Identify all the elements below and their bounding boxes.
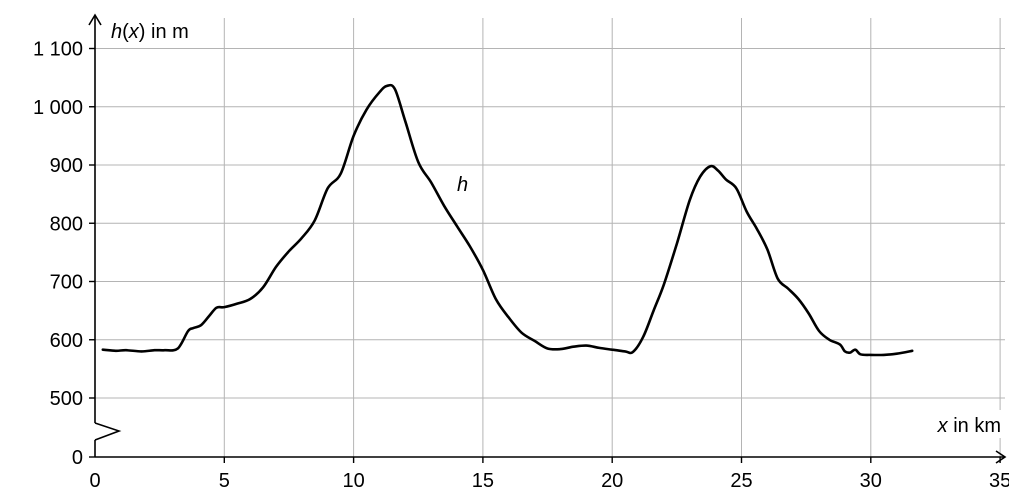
x-tick-label: 20 <box>601 470 623 492</box>
y-label-background <box>108 16 208 44</box>
x-tick-label: 5 <box>219 470 230 492</box>
labels: h h(x) in m x in km <box>108 16 1004 438</box>
y-tick-label: 0 <box>72 447 83 469</box>
ticks: 0 5 10 15 20 25 30 35 0 500 600 700 800 900 1 000 1 100 <box>33 39 1009 493</box>
y-axis-break <box>94 422 122 441</box>
y-axis-arrow <box>88 13 102 26</box>
y-tick-label: 1 100 <box>33 39 83 61</box>
x-tick-label: 0 <box>89 470 100 492</box>
data-series <box>101 83 914 357</box>
y-tick-label: 700 <box>50 272 83 294</box>
x-axis-arrow <box>995 450 1007 464</box>
x-tick-label: 10 <box>342 470 364 492</box>
y-tick-label: 600 <box>50 330 83 352</box>
x-axis-label: x in km <box>937 415 1001 437</box>
y-tick-label: 1 000 <box>33 97 83 119</box>
series-line-h <box>101 83 914 357</box>
x-tick-label: 25 <box>730 470 752 492</box>
series-label-h: h <box>457 174 468 196</box>
grid <box>95 18 1005 457</box>
y-axis-label: h(x) in m <box>111 21 189 43</box>
x-tick-label: 30 <box>860 470 882 492</box>
x-tick-label: 15 <box>472 470 494 492</box>
x-tick-label: 35 <box>989 470 1009 492</box>
y-tick-label: 800 <box>50 213 83 235</box>
y-tick-label: 500 <box>50 388 83 410</box>
y-tick-label: 900 <box>50 155 83 177</box>
x-label-background <box>914 410 1004 438</box>
axes <box>88 13 1007 464</box>
